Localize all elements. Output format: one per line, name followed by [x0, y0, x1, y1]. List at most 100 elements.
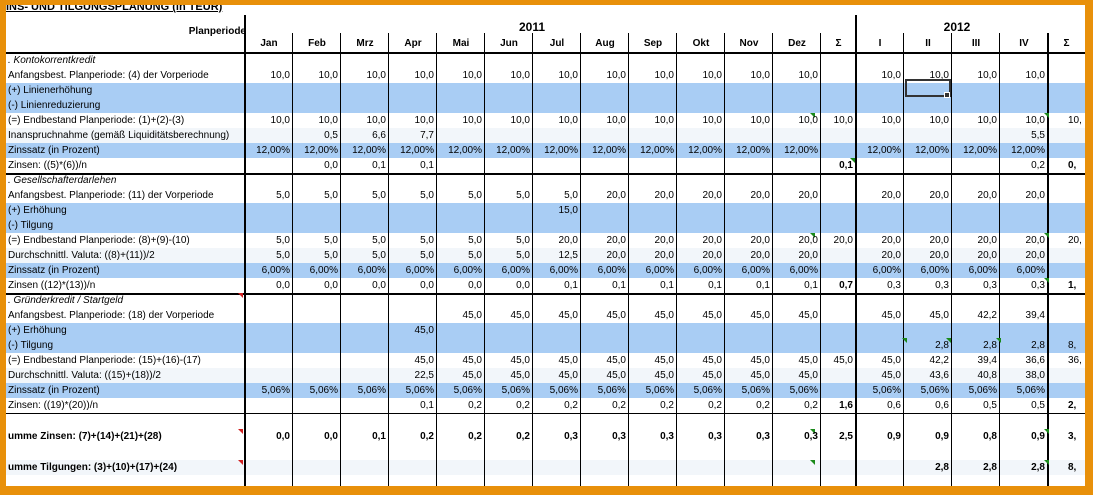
comment-marker: [238, 429, 243, 434]
month-cell: 10,0: [462, 70, 482, 81]
month-cell[interactable]: 5,06%: [501, 385, 530, 396]
quarter-cell: 10,0: [881, 115, 901, 126]
month-cell: 10,0: [702, 115, 722, 126]
month-cell: 5,0: [468, 190, 482, 201]
month-cell: 45,0: [462, 310, 482, 321]
month-cell[interactable]: 5,06%: [693, 385, 722, 396]
month-cell: 0,0: [324, 431, 338, 442]
row-band: [6, 293, 1085, 308]
month-cell[interactable]: 6,00%: [453, 265, 482, 276]
row-label: (=) Endbestand Planperiode: (8)+(9)-(10): [8, 235, 190, 246]
comment-marker: [810, 429, 815, 434]
row-label: (+) Erhöhung: [8, 325, 67, 336]
month-cell: 45,0: [462, 355, 482, 366]
month-cell[interactable]: 12,00%: [784, 145, 818, 156]
column-divider: [951, 33, 952, 486]
month-cell[interactable]: 5,06%: [645, 385, 674, 396]
month-cell: 10,0: [318, 70, 338, 81]
month-cell[interactable]: 6,00%: [741, 265, 770, 276]
month-cell: 0,3: [612, 431, 626, 442]
sum-cell: 20,0: [833, 235, 853, 246]
month-cell[interactable]: 5,06%: [405, 385, 434, 396]
month-cell: 5,0: [516, 235, 530, 246]
quarter-cell: 10,0: [881, 70, 901, 81]
month-cell[interactable]: 12,00%: [592, 145, 626, 156]
month-cell: 5,0: [468, 235, 482, 246]
header-quarter: II: [925, 38, 931, 49]
month-cell[interactable]: 12,00%: [400, 145, 434, 156]
sum-cell: 0,1: [839, 160, 853, 171]
month-cell[interactable]: 12,00%: [688, 145, 722, 156]
month-cell[interactable]: 5,06%: [549, 385, 578, 396]
comment-marker: [1044, 113, 1049, 118]
month-cell[interactable]: 12,00%: [544, 145, 578, 156]
month-cell: 45,0: [750, 355, 770, 366]
row-band: [6, 308, 1085, 323]
month-cell[interactable]: 6,00%: [405, 265, 434, 276]
month-cell: 0,2: [564, 400, 578, 411]
month-cell[interactable]: 45,0: [414, 325, 434, 336]
month-cell[interactable]: 6,00%: [309, 265, 338, 276]
month-cell[interactable]: 6,00%: [501, 265, 530, 276]
quarter-cell: 45,0: [881, 310, 901, 321]
month-cell[interactable]: 6,00%: [789, 265, 818, 276]
month-cell: 0,0: [276, 280, 290, 291]
month-cell: 6,6: [372, 130, 386, 141]
month-cell[interactable]: 6,00%: [693, 265, 722, 276]
month-cell[interactable]: 6,00%: [549, 265, 578, 276]
month-cell[interactable]: 12,00%: [352, 145, 386, 156]
month-cell[interactable]: 5,06%: [309, 385, 338, 396]
quarter-cell: 39,4: [977, 355, 997, 366]
row-label: Zinssatz (in Prozent): [8, 385, 100, 396]
month-cell[interactable]: 5,06%: [597, 385, 626, 396]
quarter-cell: 0,5: [1031, 400, 1045, 411]
quarter-cell: 5,06%: [1016, 385, 1045, 396]
month-cell: 45,0: [702, 310, 722, 321]
quarter-cell: 20,0: [977, 250, 997, 261]
row-label: (+) Linienerhöhung: [8, 85, 93, 96]
quarter-cell: 10,0: [977, 70, 997, 81]
month-cell: 5,0: [372, 190, 386, 201]
month-cell: 45,0: [510, 355, 530, 366]
month-cell: 10,0: [366, 70, 386, 81]
month-cell: 20,0: [654, 190, 674, 201]
fill-handle[interactable]: [944, 92, 950, 98]
month-cell: 5,0: [276, 250, 290, 261]
month-cell[interactable]: 15,0: [558, 205, 578, 216]
quarter-cell: 10,0: [977, 115, 997, 126]
cell-selection[interactable]: [905, 79, 951, 97]
month-cell[interactable]: 5,06%: [357, 385, 386, 396]
month-cell[interactable]: 6,00%: [597, 265, 626, 276]
quarter-cell: 20,0: [1025, 250, 1045, 261]
header-quarter: IV: [1019, 38, 1029, 49]
quarter-cell: 0,3: [983, 280, 997, 291]
month-cell[interactable]: 12,00%: [736, 145, 770, 156]
quarter-cell: 2,8: [1031, 340, 1045, 351]
month-cell: 5,0: [420, 190, 434, 201]
month-cell[interactable]: 12,00%: [256, 145, 290, 156]
month-cell: 45,0: [558, 355, 578, 366]
row-band: [6, 158, 1085, 173]
comment-marker: [1044, 429, 1049, 434]
header-month: Nov: [739, 38, 759, 49]
quarter-cell: 5,06%: [872, 385, 901, 396]
month-cell[interactable]: 12,00%: [448, 145, 482, 156]
month-cell[interactable]: 6,00%: [357, 265, 386, 276]
column-divider: [484, 33, 485, 486]
month-cell: 0,1: [372, 431, 386, 442]
month-cell: 0,3: [660, 431, 674, 442]
month-cell[interactable]: 6,00%: [261, 265, 290, 276]
month-cell[interactable]: 5,06%: [261, 385, 290, 396]
month-cell[interactable]: 6,00%: [645, 265, 674, 276]
month-cell: 5,0: [324, 250, 338, 261]
month-cell[interactable]: 12,00%: [640, 145, 674, 156]
quarter-cell: 6,00%: [872, 265, 901, 276]
month-cell[interactable]: 12,00%: [496, 145, 530, 156]
month-cell[interactable]: 5,06%: [741, 385, 770, 396]
row-band: [6, 53, 1085, 68]
column-divider: [436, 33, 437, 486]
month-cell[interactable]: 12,00%: [304, 145, 338, 156]
quarter-cell: 45,0: [929, 310, 949, 321]
month-cell[interactable]: 5,06%: [789, 385, 818, 396]
month-cell[interactable]: 5,06%: [453, 385, 482, 396]
